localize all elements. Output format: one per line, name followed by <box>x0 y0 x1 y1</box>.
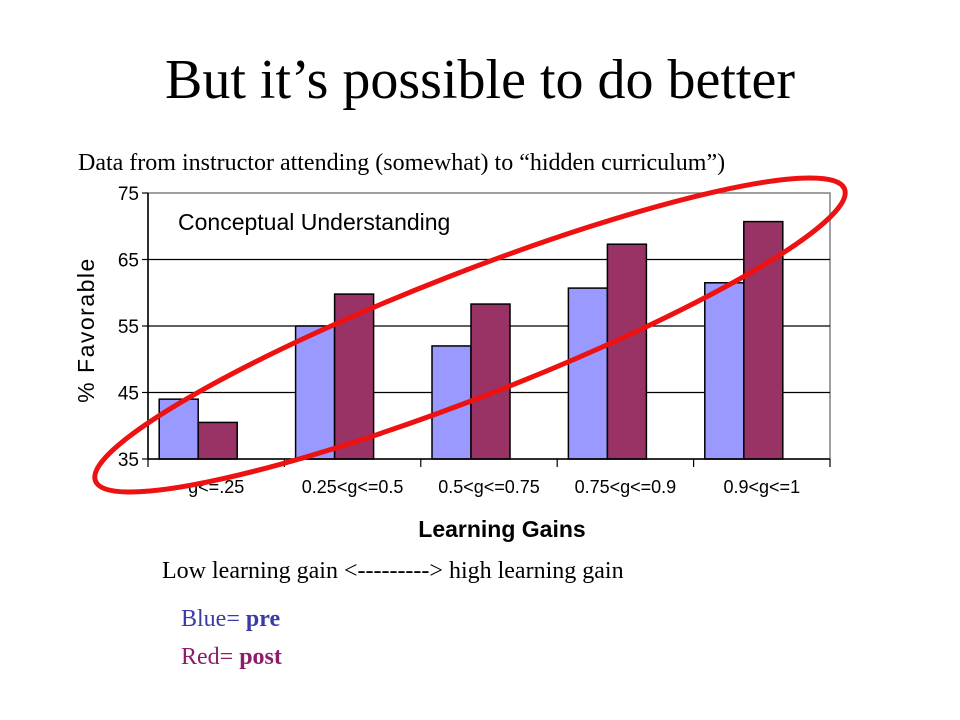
highlight-ellipse <box>92 175 848 495</box>
legend-pre: Blue= pre <box>181 606 280 633</box>
bar-post <box>743 220 784 460</box>
y-tick-label: 75 <box>118 184 139 205</box>
legend-pre-value: pre <box>245 606 281 632</box>
bars <box>158 220 784 460</box>
x-tick-label: 0.9<g<=1 <box>724 477 801 497</box>
learning-gain-range-caption: Low learning gain <---------> high learn… <box>162 558 624 584</box>
bar-post <box>333 293 375 460</box>
bar-post <box>606 243 648 460</box>
legend-post-label: Red= <box>181 644 240 670</box>
y-axis-label: % Favorable <box>73 257 99 403</box>
bar-post <box>197 421 238 460</box>
y-tick-label: 65 <box>118 251 139 272</box>
x-tick-label: 0.25<g<=0.5 <box>302 477 404 497</box>
bar-pre <box>567 287 609 460</box>
legend-pre-label: Blue= <box>181 606 246 632</box>
chart-title: Conceptual Understanding <box>178 209 450 235</box>
y-tick-label: 45 <box>118 384 139 405</box>
x-tick-label: 0.5<g<=0.75 <box>438 477 540 497</box>
y-tick-label: 35 <box>118 450 139 471</box>
bar-pre <box>158 398 199 460</box>
legend-post-value: post <box>239 644 282 670</box>
x-axis-label: Learning Gains <box>418 516 585 542</box>
slide-title: But it’s possible to do better <box>165 49 795 111</box>
legend-post: Red= post <box>181 644 282 671</box>
slide-subtitle: Data from instructor attending (somewhat… <box>78 150 726 176</box>
y-tick-label: 55 <box>118 317 139 338</box>
bar-pre <box>294 325 336 460</box>
bar-post <box>470 303 511 460</box>
x-tick-label: 0.75<g<=0.9 <box>575 477 677 497</box>
bar-pre <box>704 282 745 460</box>
